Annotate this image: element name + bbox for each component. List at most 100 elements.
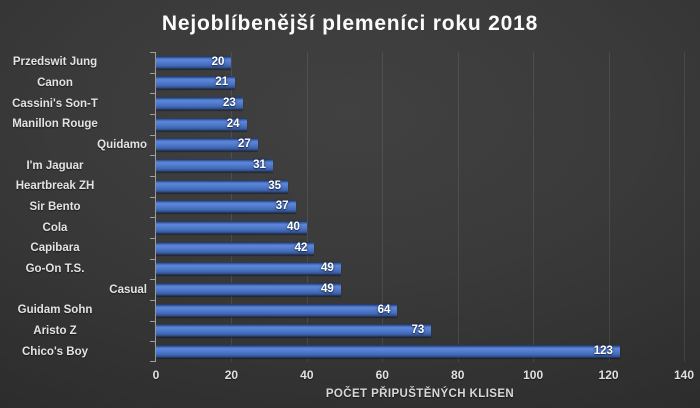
gridline: [457, 52, 459, 362]
bar: 24: [156, 117, 247, 131]
bar-row: 49: [156, 259, 684, 280]
category-label: Canon: [37, 76, 73, 89]
gridline: [306, 52, 308, 362]
category-label-row: Chico's Boy: [0, 341, 156, 362]
category-label-row: Aristo Z: [0, 321, 156, 342]
x-tick-label: 40: [300, 368, 314, 382]
x-tick-label: 0: [152, 368, 160, 382]
y-axis-tick: [150, 258, 155, 260]
x-axis-title: POČET PŘIPUŠTĚNÝCH KLISEN: [325, 388, 515, 400]
bar-row: 27: [156, 135, 684, 156]
bar-row: 40: [156, 217, 684, 238]
value-label: 35: [268, 179, 281, 192]
bar-row: 42: [156, 238, 684, 259]
value-label: 31: [253, 159, 266, 172]
category-label-row: Quidamo: [0, 135, 156, 156]
x-tick-label: 20: [224, 368, 239, 382]
category-label: Cassini's Son-T: [12, 97, 98, 110]
y-axis-tick: [150, 114, 155, 115]
value-label: 49: [321, 262, 334, 275]
y-axis-tick: [150, 217, 155, 219]
bar: 73: [156, 324, 432, 338]
bar: 42: [156, 241, 315, 255]
bar-row: 31: [156, 155, 684, 176]
bar: 123: [156, 345, 620, 359]
category-label-row: Casual: [0, 279, 156, 300]
category-label: Cola: [42, 221, 68, 234]
bar: 49: [156, 283, 341, 297]
y-axis-tick: [150, 279, 155, 281]
category-label: Aristo Z: [33, 324, 77, 337]
bar-row: 23: [156, 93, 684, 114]
value-label: 49: [321, 283, 334, 296]
category-label-row: Cola: [0, 217, 156, 238]
y-axis-tick: [150, 155, 155, 157]
category-label: Sir Bento: [29, 200, 81, 213]
category-label-row: I'm Jaguar: [0, 155, 156, 176]
y-axis-tick: [150, 93, 155, 95]
y-axis-tick: [150, 238, 155, 239]
bar: 35: [156, 179, 288, 193]
value-label: 27: [238, 138, 251, 151]
y-axis-tick: [150, 361, 155, 362]
bar: 49: [156, 262, 341, 276]
value-label: 40: [287, 221, 300, 234]
value-label: 64: [377, 303, 391, 316]
category-label: Przedswit Jung: [12, 56, 98, 69]
category-label-row: Manillon Rouge: [0, 114, 156, 135]
category-label-row: Canon: [0, 73, 156, 94]
bar-row: 73: [156, 321, 684, 342]
category-label: Chico's Boy: [22, 345, 88, 358]
bar: 20: [156, 55, 232, 69]
bar: 64: [156, 303, 398, 317]
bar: 40: [156, 221, 307, 235]
bar-row: 37: [156, 197, 684, 218]
x-tick-label: 80: [451, 368, 465, 382]
bar-row: 24: [156, 114, 684, 135]
bar: 21: [156, 76, 236, 90]
bar-row: 49: [156, 279, 684, 300]
value-label: 24: [226, 117, 240, 130]
y-axis-tick: [150, 52, 155, 53]
x-tick-label: 60: [375, 368, 389, 382]
y-axis-tick: [150, 134, 155, 136]
category-label-row: Capibara: [0, 238, 156, 259]
bar-row: 64: [156, 300, 684, 321]
value-label: 123: [593, 345, 613, 358]
y-axis-tick: [150, 341, 155, 343]
category-label: Quidamo: [97, 138, 147, 151]
value-label: 23: [222, 97, 236, 110]
category-label-row: Heartbreak ZH: [0, 176, 156, 197]
bar-row: 123: [156, 341, 684, 362]
bar: 37: [156, 200, 296, 214]
x-tick-label: 140: [673, 368, 695, 382]
gridline: [684, 52, 685, 362]
y-axis-tick: [150, 72, 155, 74]
value-label: 21: [215, 76, 229, 89]
bar: 23: [156, 97, 243, 111]
value-label: 37: [275, 200, 289, 213]
chart-title: Nejoblíbenější plemeníci roku 2018: [161, 12, 539, 35]
bar-row: 20: [156, 52, 684, 73]
category-label-row: Go-On T.S.: [0, 259, 156, 280]
value-label: 42: [294, 241, 308, 254]
category-label-row: Przedswit Jung: [0, 52, 156, 73]
gridline: [533, 52, 535, 362]
x-tick-label: 120: [598, 368, 619, 382]
category-label-row: Sir Bento: [0, 197, 156, 218]
y-axis-tick: [150, 300, 155, 301]
category-label: Casual: [109, 283, 147, 296]
category-label: I'm Jaguar: [26, 159, 84, 172]
category-label: Manillon Rouge: [12, 118, 98, 131]
bar: 31: [156, 159, 273, 173]
category-label-row: Cassini's Son-T: [0, 93, 156, 114]
bar-row: 21: [156, 73, 684, 94]
x-axis-ticks: 0 20 40 60 80 100 120 140: [152, 368, 694, 383]
x-tick-label: 100: [523, 368, 544, 382]
category-label: Capibara: [30, 242, 80, 255]
bar: 27: [156, 138, 258, 152]
category-label: Heartbreak ZH: [15, 180, 95, 193]
category-label-row: Guidam Sohn: [0, 300, 156, 321]
category-label: Go-On T.S.: [25, 262, 85, 275]
